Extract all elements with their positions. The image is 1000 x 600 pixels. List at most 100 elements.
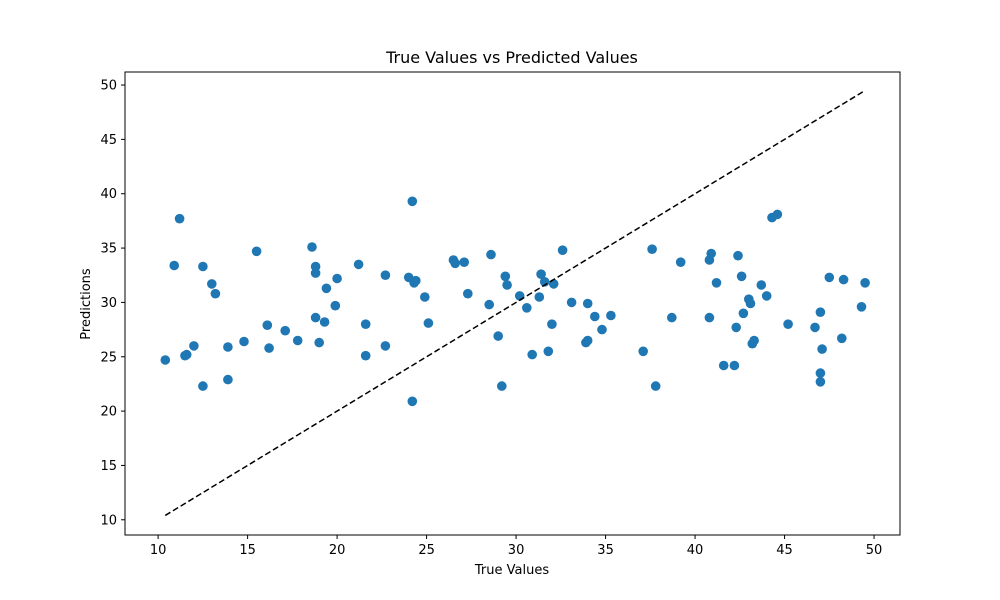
x-tick-label: 10 <box>150 543 167 558</box>
data-point <box>817 344 827 354</box>
x-tick-label: 40 <box>687 543 704 558</box>
data-point <box>292 335 303 346</box>
data-point <box>450 258 461 269</box>
x-axis-label: True Values <box>474 563 549 578</box>
plot-frame <box>124 71 901 536</box>
data-point <box>590 311 600 322</box>
data-point <box>210 288 221 299</box>
y-axis-ticks: 10 15 20 25 30 35 40 45 50 <box>100 79 125 528</box>
data-point <box>189 341 199 351</box>
data-point <box>536 269 546 280</box>
data-point <box>837 333 847 344</box>
x-tick-label: 35 <box>597 543 614 558</box>
data-point <box>310 312 321 323</box>
data-point <box>207 279 217 289</box>
data-point <box>815 307 826 318</box>
y-tick-label: 50 <box>100 79 117 94</box>
data-point <box>729 360 740 371</box>
data-point <box>319 317 330 327</box>
data-point <box>675 257 686 268</box>
data-point <box>493 331 504 341</box>
data-point <box>706 248 716 259</box>
y-tick-label: 40 <box>100 187 117 202</box>
data-point <box>543 346 554 357</box>
data-point <box>810 322 820 333</box>
data-point <box>223 374 233 385</box>
data-point <box>380 341 391 351</box>
data-point <box>738 308 749 319</box>
x-tick-label: 25 <box>418 543 435 558</box>
data-point <box>264 343 274 353</box>
data-point <box>307 242 317 252</box>
y-tick-label: 25 <box>100 350 117 365</box>
data-point <box>667 312 677 323</box>
data-point <box>497 381 507 391</box>
data-point <box>733 250 743 261</box>
data-point <box>423 318 434 328</box>
data-point <box>420 292 430 302</box>
data-point <box>606 310 616 321</box>
data-point <box>160 355 171 365</box>
data-point <box>262 320 273 331</box>
data-point <box>310 268 321 278</box>
x-tick-label: 30 <box>508 543 525 558</box>
data-point <box>711 278 722 288</box>
data-point <box>547 319 557 330</box>
x-axis-ticks: 10 15 20 25 30 35 40 45 50 <box>150 535 882 558</box>
data-point <box>749 335 759 346</box>
data-point <box>484 299 495 310</box>
data-point <box>597 324 607 335</box>
data-point <box>783 319 793 330</box>
data-point <box>731 322 741 333</box>
data-point <box>411 275 421 286</box>
data-point <box>407 396 418 407</box>
y-tick-label: 30 <box>100 296 117 311</box>
data-point <box>522 303 532 313</box>
data-point <box>650 381 661 391</box>
data-point <box>527 349 537 360</box>
data-point <box>280 325 291 336</box>
y-tick-label: 15 <box>100 459 117 474</box>
data-point <box>500 271 511 282</box>
data-point <box>251 246 262 257</box>
data-point <box>407 196 418 207</box>
y-tick-label: 45 <box>100 133 117 148</box>
data-point <box>174 213 185 224</box>
data-point <box>761 291 772 301</box>
data-point <box>463 288 473 299</box>
data-point <box>582 335 593 346</box>
data-point <box>566 297 577 308</box>
x-tick-label: 20 <box>329 543 346 558</box>
data-point <box>198 381 208 391</box>
data-point <box>330 300 341 311</box>
y-tick-label: 35 <box>100 242 117 257</box>
data-points <box>160 196 870 407</box>
chart-title: True Values vs Predicted Values <box>385 48 638 67</box>
data-point <box>314 337 325 348</box>
data-point <box>772 209 783 220</box>
data-point <box>486 249 496 260</box>
plot-area: 10 15 20 25 30 35 40 45 50 10 15 20 25 30 35 40 45 50 <box>100 71 901 558</box>
reference-line <box>164 89 866 517</box>
data-point <box>514 291 525 301</box>
data-point <box>321 283 332 294</box>
data-point <box>380 270 391 281</box>
data-point <box>824 272 835 283</box>
data-point <box>736 271 747 282</box>
data-point <box>310 261 321 272</box>
data-point <box>239 336 249 347</box>
data-point <box>198 261 208 272</box>
data-point <box>353 259 364 270</box>
data-point <box>638 346 648 357</box>
data-point <box>704 312 715 323</box>
data-point <box>718 360 729 371</box>
y-axis-label: Predictions <box>79 268 94 340</box>
data-point <box>360 319 371 330</box>
data-point <box>860 278 870 288</box>
data-point <box>815 368 826 378</box>
x-tick-label: 45 <box>776 543 793 558</box>
data-point <box>548 279 559 289</box>
y-tick-label: 10 <box>100 513 117 528</box>
